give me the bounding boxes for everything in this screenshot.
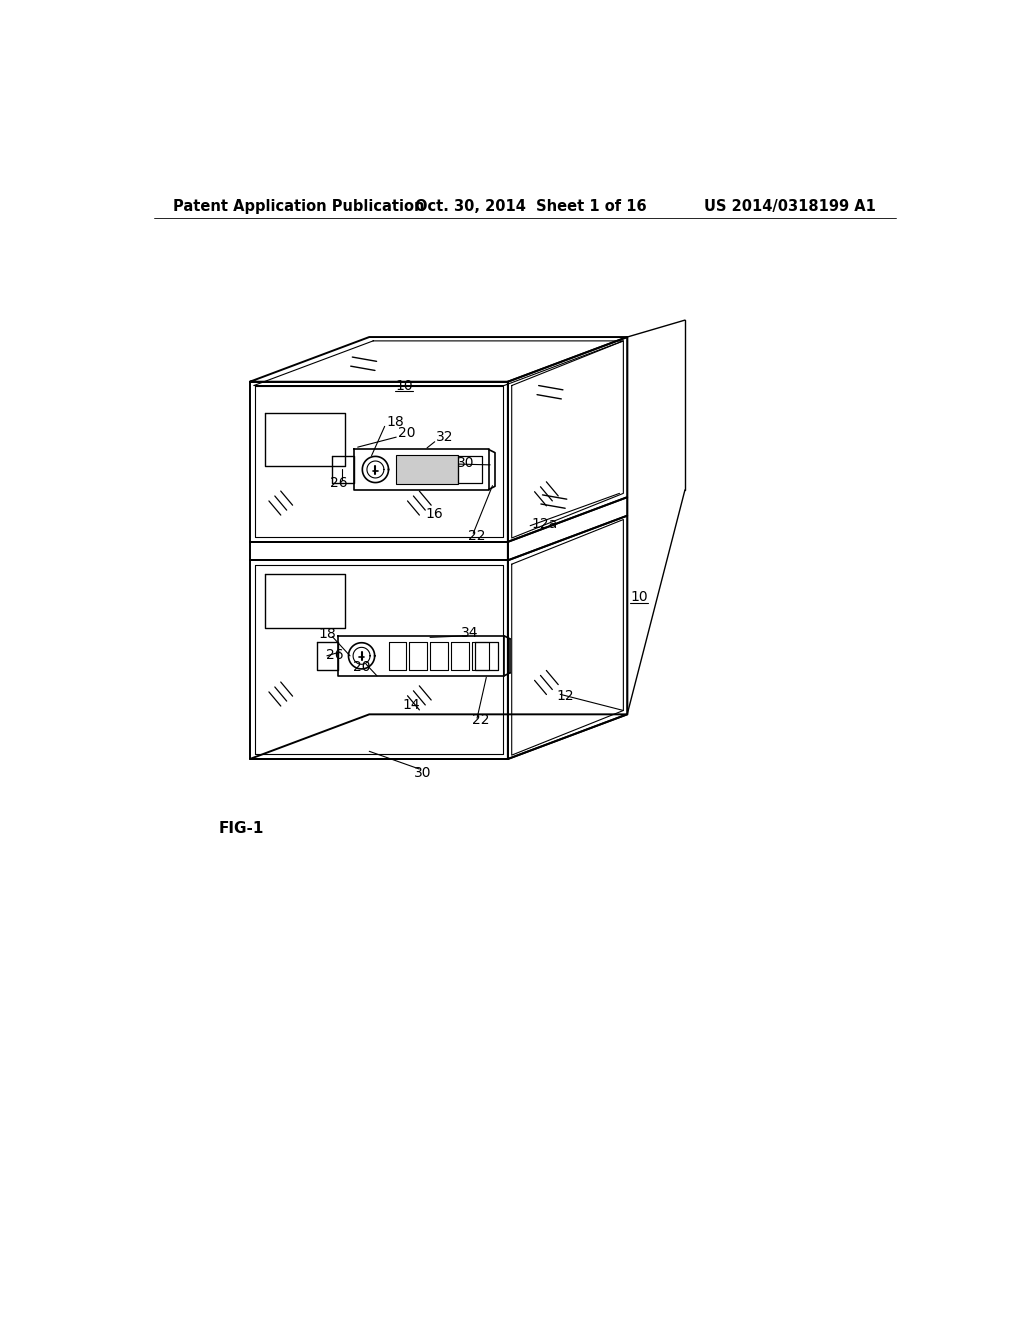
Text: 12a: 12a [531, 517, 557, 531]
Text: US 2014/0318199 A1: US 2014/0318199 A1 [705, 198, 877, 214]
Text: 18: 18 [386, 414, 403, 429]
Text: 16: 16 [426, 507, 443, 521]
Text: 10: 10 [630, 590, 647, 605]
Text: 10: 10 [395, 379, 413, 392]
Text: 22: 22 [468, 529, 485, 543]
Text: Oct. 30, 2014  Sheet 1 of 16: Oct. 30, 2014 Sheet 1 of 16 [416, 198, 647, 214]
Text: 22: 22 [472, 714, 489, 727]
Text: 30: 30 [457, 455, 474, 470]
Text: 18: 18 [318, 627, 336, 642]
Text: 20: 20 [397, 425, 416, 440]
Text: FIG-1: FIG-1 [219, 821, 264, 836]
Text: 14: 14 [402, 698, 421, 711]
Text: 34: 34 [461, 627, 478, 640]
Text: 20: 20 [353, 660, 371, 673]
Text: 32: 32 [436, 430, 454, 444]
Text: 26: 26 [326, 648, 343, 663]
Text: 12: 12 [557, 689, 574, 702]
Bar [396, 455, 458, 484]
Text: 26: 26 [330, 477, 347, 490]
Text: Patent Application Publication: Patent Application Publication [173, 198, 424, 214]
Text: 30: 30 [415, 766, 432, 780]
